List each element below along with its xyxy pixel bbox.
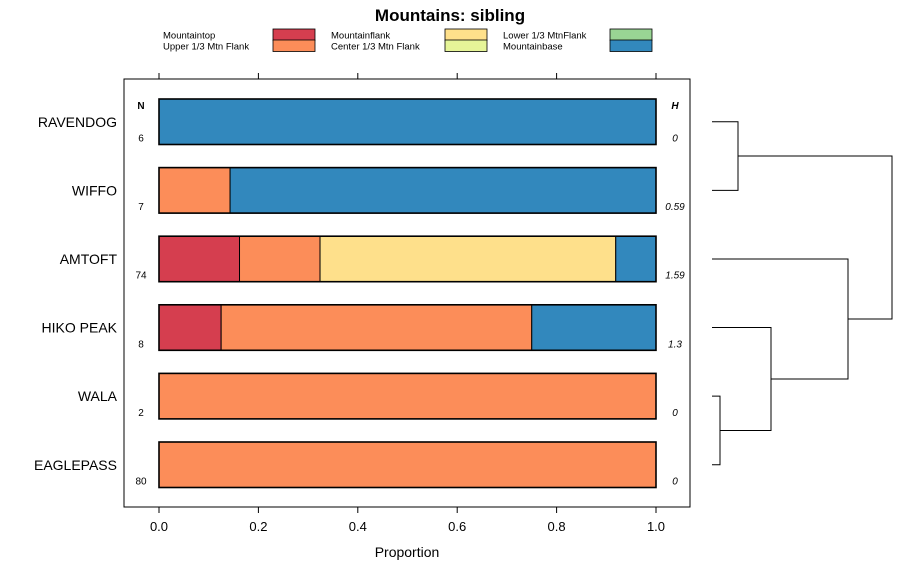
category-label: WALA <box>78 388 118 404</box>
bar-outline <box>158 235 657 283</box>
h-value: 0 <box>672 134 678 145</box>
bar-segment <box>158 304 222 351</box>
n-value: 6 <box>138 134 144 145</box>
legend-label: Mountainbase <box>503 42 563 53</box>
n-value: 8 <box>138 339 144 350</box>
h-value: 1.3 <box>668 339 682 350</box>
bar-segment <box>319 235 617 283</box>
n-value: 2 <box>138 408 144 419</box>
dendrogram <box>712 121 893 466</box>
legend-swatch <box>444 39 488 52</box>
h-value: 0.59 <box>665 202 685 213</box>
bar-layer <box>158 98 657 489</box>
legend-swatch <box>272 39 316 52</box>
legend-swatch <box>609 28 653 41</box>
x-tick-label: 0.0 <box>150 519 168 534</box>
bar-outline <box>158 166 657 214</box>
x-tick-label: 0.4 <box>349 519 367 534</box>
bar-segment <box>158 98 657 145</box>
bar-outline <box>158 441 657 489</box>
n-value: 80 <box>135 477 147 488</box>
category-label: EAGLEPASS <box>34 457 117 473</box>
legend-label: Mountainflank <box>331 31 390 42</box>
bar-segment <box>158 235 241 283</box>
bar-segment <box>158 372 657 420</box>
legend-label: Center 1/3 Mtn Flank <box>331 42 420 53</box>
category-label: AMTOFT <box>60 251 118 267</box>
x-tick-label: 1.0 <box>647 519 665 534</box>
bar-segment <box>531 304 657 351</box>
n-value: 7 <box>138 202 144 213</box>
legend-swatch <box>609 39 653 52</box>
bar-outline <box>158 372 657 420</box>
h-value: 0 <box>672 408 678 419</box>
dendrogram-link <box>712 258 849 380</box>
category-labels: RAVENDOG 6 0 WIFFO 7 0.59 AMTOFT 74 1.59 HIKO PEA… <box>34 114 685 488</box>
bar-outline <box>158 98 657 146</box>
h-column-header: H <box>671 101 679 112</box>
category-label: RAVENDOG <box>38 114 117 130</box>
legend-label: Upper 1/3 Mtn Flank <box>163 42 249 53</box>
chart-title: Mountains: sibling <box>375 6 525 25</box>
h-value: 1.59 <box>665 271 685 282</box>
x-axis-label: Proportion <box>375 544 440 560</box>
legend-swatch <box>272 28 316 41</box>
legend-label: Lower 1/3 MtnFlank <box>503 31 587 42</box>
bar-segment <box>615 235 657 283</box>
dendrogram-link <box>738 155 893 320</box>
x-tick-label: 0.2 <box>249 519 267 534</box>
dendrogram-link <box>712 327 772 431</box>
bar-segment <box>158 167 231 214</box>
n-column-header: N <box>137 101 144 112</box>
bar-segment <box>158 441 657 488</box>
plot-frame <box>123 78 691 508</box>
bar-segment <box>239 235 321 283</box>
bar-segment <box>229 167 657 214</box>
category-label: WIFFO <box>72 182 117 198</box>
x-tick-label: 0.8 <box>548 519 566 534</box>
x-tick-label: 0.6 <box>448 519 466 534</box>
h-value: 0 <box>672 477 678 488</box>
axes: 0.0 0.2 0.4 0.6 0.8 1.0 <box>150 73 665 534</box>
dendrogram-link <box>712 395 721 466</box>
legend-swatch <box>444 28 488 41</box>
category-label: HIKO PEAK <box>42 320 118 336</box>
bar-outline <box>158 303 657 352</box>
bar-segment <box>220 304 533 351</box>
dendrogram-link <box>712 121 739 191</box>
legend-label: Mountaintop <box>163 31 215 42</box>
n-value: 74 <box>135 271 147 282</box>
